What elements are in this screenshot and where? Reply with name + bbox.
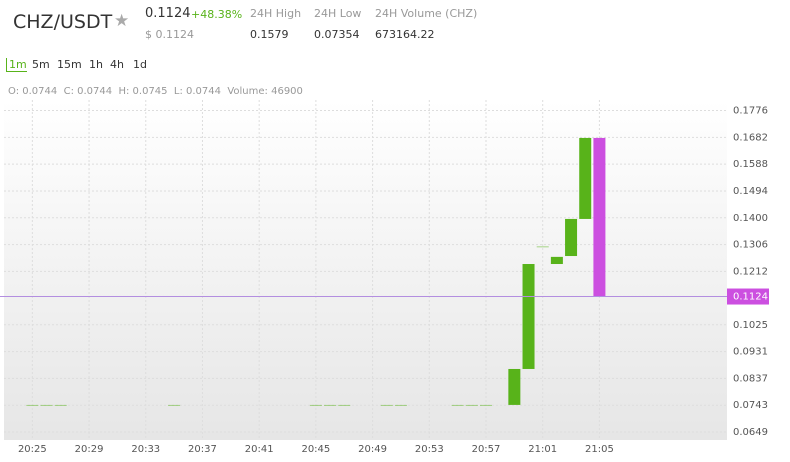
interval[interactable]: 15m — [57, 58, 82, 71]
y-tick-label: 0.0743 — [733, 400, 768, 411]
y-tick-label: 0.1400 — [733, 213, 768, 224]
candle — [565, 218, 578, 257]
x-tick-label: 20:25 — [18, 444, 47, 455]
plot-background — [4, 100, 727, 440]
candle — [579, 137, 592, 219]
y-tick-label: 0.1212 — [733, 266, 768, 277]
y-tick-label: 0.0931 — [733, 347, 768, 358]
y-tick-label: 0.1588 — [733, 159, 768, 170]
pair: CHZ/USDT — [13, 11, 113, 33]
candle — [394, 404, 407, 406]
x-tick-label: 21:01 — [528, 444, 557, 455]
candle — [536, 246, 549, 248]
interval[interactable]: 4h — [110, 58, 124, 71]
x-tick-label: 20:41 — [245, 444, 274, 455]
interval[interactable]: 1h — [89, 58, 103, 71]
interval[interactable]: 1m — [6, 58, 27, 72]
last-price-tag — [727, 288, 769, 305]
x-tick-label: 20:57 — [472, 444, 501, 455]
x-tick-label: 20:45 — [301, 444, 330, 455]
candle — [168, 404, 181, 406]
candle — [54, 404, 67, 406]
interval[interactable]: 1d — [133, 58, 147, 71]
price-usd: $ 0.1124 — [145, 28, 194, 41]
candle — [338, 404, 351, 406]
candle — [480, 404, 492, 406]
candle — [26, 404, 39, 406]
last-price: 0.1124 — [145, 6, 191, 21]
candle — [550, 256, 563, 265]
x-tick-label: 20:53 — [415, 444, 444, 455]
y-tick-label: 0.1025 — [733, 320, 768, 331]
y-tick-label: 0.1776 — [733, 106, 768, 117]
x-tick-label: 20:33 — [131, 444, 160, 455]
candle — [508, 368, 521, 405]
x-tick-label: 21:05 — [585, 444, 614, 455]
candle — [40, 404, 53, 406]
candle — [593, 137, 606, 297]
stat-value: 673164.22 — [375, 28, 435, 41]
y-tick-label: 0.1306 — [733, 240, 768, 251]
y-tick-label: 0.0837 — [733, 373, 768, 384]
change: +48.38% — [191, 8, 243, 21]
stat-value: 0.1579 — [250, 28, 289, 41]
stat-value: 0.07354 — [314, 28, 360, 41]
stat-label: 24H Volume (CHZ) — [375, 7, 478, 20]
candle — [451, 404, 464, 406]
y-tick-label: 0.1682 — [733, 132, 768, 143]
candle — [522, 264, 535, 369]
x-tick-label: 20:49 — [358, 444, 387, 455]
y-tick-label: 0.1494 — [733, 186, 768, 197]
x-tick-label: 20:37 — [188, 444, 217, 455]
stat-label: 24H Low — [314, 7, 362, 20]
candle — [380, 404, 393, 406]
ohlc-info: O: 0.0744 C: 0.0744 H: 0.0745 L: 0.0744 … — [8, 86, 303, 97]
stat-label: 24H High — [250, 7, 302, 20]
star-icon[interactable]: ★ — [114, 11, 130, 31]
x-tick-label: 20:29 — [75, 444, 104, 455]
y-tick-label: 0.0649 — [733, 427, 768, 438]
candle — [309, 404, 322, 406]
last-price-label: 0.1124 — [733, 292, 768, 303]
candle — [465, 404, 478, 406]
candle — [324, 404, 337, 406]
interval[interactable]: 5m — [32, 58, 50, 71]
